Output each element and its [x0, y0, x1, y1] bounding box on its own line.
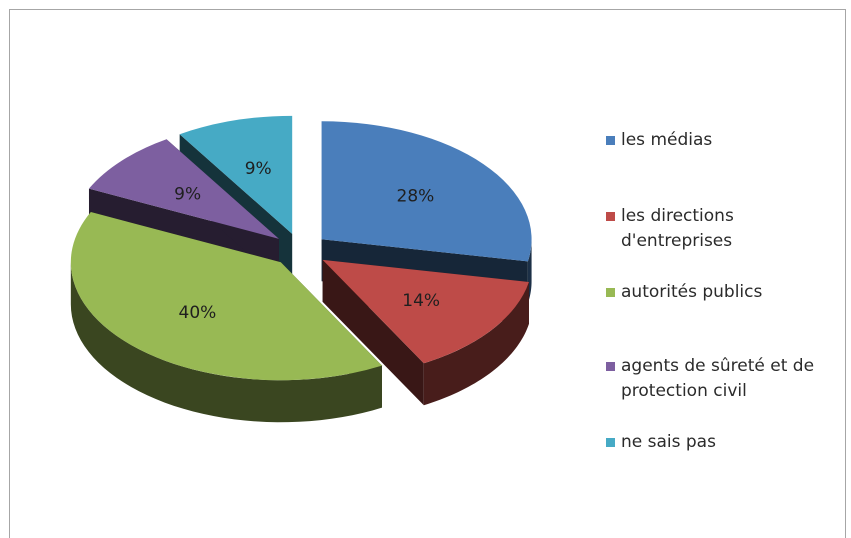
pie-label-autorites-publics: 40%	[179, 303, 217, 323]
legend-item-directions: les directions d'entreprises	[606, 204, 771, 254]
legend-swatch-agents	[606, 362, 615, 371]
pie-label-ne-sais-pas: 9%	[245, 159, 272, 179]
legend-item-les-medias: les médias	[606, 128, 836, 153]
legend-label-ne-sais-pas: ne sais pas	[621, 432, 716, 452]
pie-slice-agents-de-surete-et-de-protection-civil	[88, 139, 279, 239]
legend-label-autorites: autorités publics	[621, 282, 763, 302]
legend-swatch-autorites	[606, 288, 615, 297]
legend-item-autorites: autorités publics	[606, 280, 836, 305]
pie-side-autorites-publics	[70, 262, 383, 423]
pie-side-les-directions-d-entreprises	[423, 281, 529, 406]
pie-labels: 28% 14% 40% 9% 9%	[174, 159, 440, 323]
pie-slice-ne-sais-pas	[179, 115, 293, 234]
legend-label-directions: les directions d'entreprises	[621, 206, 734, 251]
pie-slice-les-medias	[321, 121, 532, 262]
legend-swatch-directions	[606, 212, 615, 221]
legend-item-ne-sais-pas: ne sais pas	[606, 430, 836, 455]
legend-swatch-ne-sais-pas	[606, 438, 615, 447]
pie-slice-les-directions-d-entreprises	[322, 259, 529, 364]
pie-label-agents-de-surete-et-de-protection-civil: 9%	[174, 185, 201, 205]
pie-label-les-directions-d-entreprises: 14%	[402, 291, 440, 311]
legend-item-agents: agents de sûreté et de protection civil	[606, 354, 836, 404]
legend-label-les-medias: les médias	[621, 130, 713, 150]
legend-label-agents: agents de sûreté et de protection civil	[621, 356, 815, 401]
pie-wall-les-directions-d-entreprises-1	[322, 259, 424, 406]
legend-swatch-les-medias	[606, 136, 615, 145]
pie-tops	[70, 115, 532, 381]
pie-slice-autorites-publics	[70, 212, 383, 381]
pie-label-les-medias: 28%	[397, 187, 435, 207]
